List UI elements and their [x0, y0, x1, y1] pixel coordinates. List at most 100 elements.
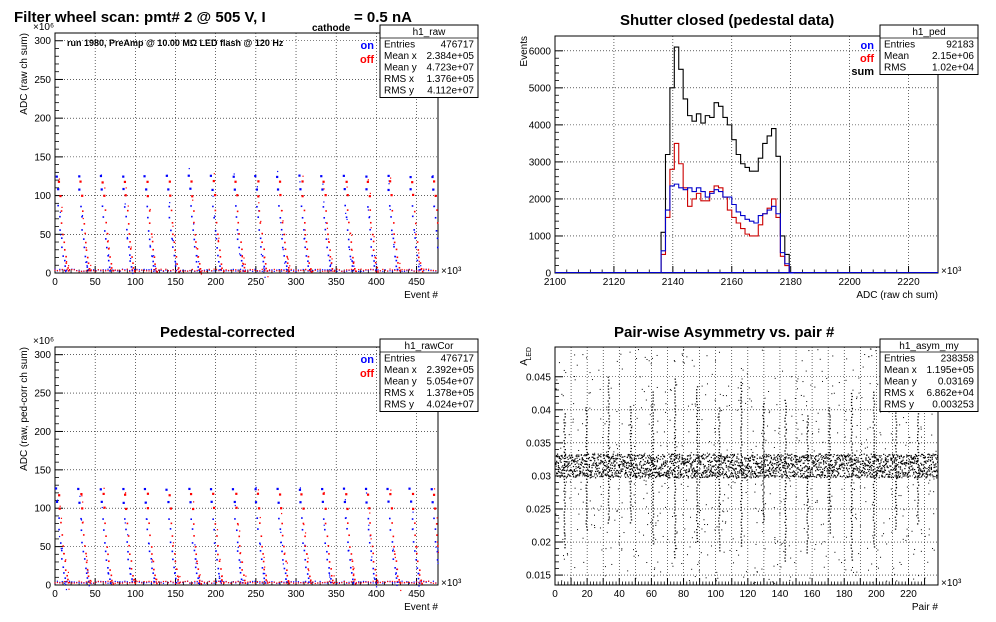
data-point: [768, 454, 770, 456]
data-point: [225, 270, 227, 272]
data-point: [343, 270, 345, 272]
data-point: [389, 208, 391, 211]
data-point: [372, 269, 374, 271]
data-point: [370, 550, 372, 552]
data-point: [170, 580, 172, 582]
data-point: [872, 470, 874, 472]
data-point: [652, 498, 655, 500]
data-point: [868, 473, 871, 475]
data-point: [696, 514, 698, 516]
data-point: [861, 474, 864, 476]
data-point: [674, 527, 676, 529]
data-point: [148, 210, 151, 212]
x-tick-label: 160: [804, 589, 821, 600]
data-point: [651, 463, 653, 465]
data-point: [665, 474, 667, 476]
data-point: [241, 255, 244, 257]
data-point: [929, 473, 932, 475]
data-point: [82, 238, 85, 240]
data-point: [644, 476, 646, 478]
data-point: [769, 462, 771, 464]
data-point: [608, 415, 611, 417]
data-point: [670, 458, 672, 460]
data-point: [612, 462, 614, 464]
data-point: [652, 442, 654, 444]
data-point: [198, 263, 201, 265]
data-point: [879, 470, 881, 473]
data-point: [629, 438, 632, 441]
data-point: [861, 469, 864, 472]
data-point: [875, 474, 877, 476]
data-point: [598, 462, 600, 464]
data-point: [370, 581, 372, 583]
data-point: [831, 470, 834, 473]
data-point: [664, 465, 666, 467]
data-point: [132, 262, 134, 264]
data-point: [71, 269, 73, 271]
data-point: [348, 582, 350, 584]
data-point: [842, 457, 844, 459]
data-point: [899, 462, 902, 464]
data-point: [297, 581, 300, 583]
data-point: [411, 582, 413, 584]
data-point: [607, 453, 609, 456]
data-point: [352, 578, 354, 581]
data-point: [81, 214, 84, 217]
data-point: [390, 229, 393, 232]
data-point: [731, 464, 734, 466]
data-point: [565, 461, 568, 463]
data-point: [212, 205, 214, 208]
data-point: [59, 270, 61, 272]
data-point: [417, 256, 420, 259]
data-point: [797, 466, 799, 469]
data-point: [395, 572, 397, 574]
data-point: [688, 470, 690, 472]
data-point: [894, 458, 896, 460]
data-point: [319, 582, 321, 584]
data-point: [784, 402, 787, 404]
data-point: [849, 465, 851, 467]
data-point: [844, 464, 846, 467]
data-point: [263, 248, 265, 251]
data-point: [607, 451, 610, 453]
data-point: [918, 464, 920, 467]
data-point: [874, 455, 876, 458]
data-point: [616, 475, 618, 477]
data-point: [859, 454, 861, 457]
data-point: [837, 471, 839, 473]
data-point: [244, 582, 247, 584]
data-point: [689, 458, 691, 460]
data-point: [784, 459, 786, 461]
data-point: [921, 463, 923, 466]
data-point: [656, 460, 659, 463]
data-point: [853, 467, 855, 469]
data-point: [823, 457, 826, 459]
data-point: [616, 473, 618, 475]
data-point: [623, 464, 625, 466]
data-point: [696, 499, 698, 501]
data-point: [927, 474, 929, 476]
data-point: [571, 459, 573, 462]
data-point: [913, 471, 915, 474]
data-point: [762, 468, 764, 470]
data-point: [124, 518, 126, 520]
data-point: [718, 478, 720, 481]
data-point: [285, 582, 287, 584]
y-tick-label: 0.035: [526, 438, 551, 449]
data-point: [595, 473, 598, 475]
data-point: [831, 464, 834, 466]
data-point: [652, 471, 654, 474]
x-tick-label: 100: [707, 589, 724, 600]
data-point: [784, 542, 786, 544]
data-point: [212, 195, 214, 197]
data-point: [188, 167, 190, 170]
data-point: [736, 457, 738, 459]
data-point: [661, 474, 663, 476]
data-point: [399, 581, 401, 583]
data-point: [804, 459, 806, 462]
data-point: [687, 475, 689, 478]
data-point: [225, 269, 227, 271]
data-point: [755, 475, 758, 477]
data-point: [351, 234, 353, 236]
data-point: [721, 466, 723, 469]
